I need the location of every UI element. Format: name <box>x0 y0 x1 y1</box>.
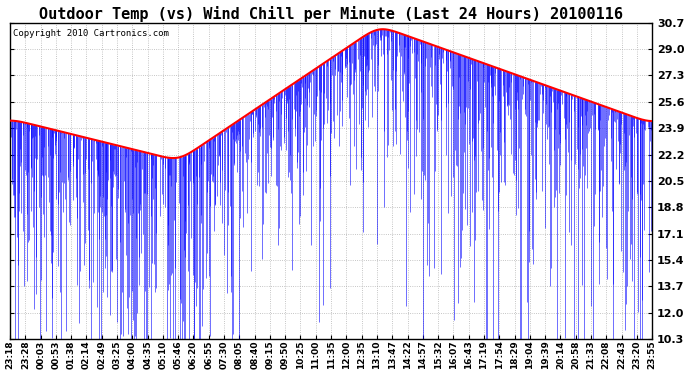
Text: Copyright 2010 Cartronics.com: Copyright 2010 Cartronics.com <box>13 29 169 38</box>
Title: Outdoor Temp (vs) Wind Chill per Minute (Last 24 Hours) 20100116: Outdoor Temp (vs) Wind Chill per Minute … <box>39 6 623 21</box>
